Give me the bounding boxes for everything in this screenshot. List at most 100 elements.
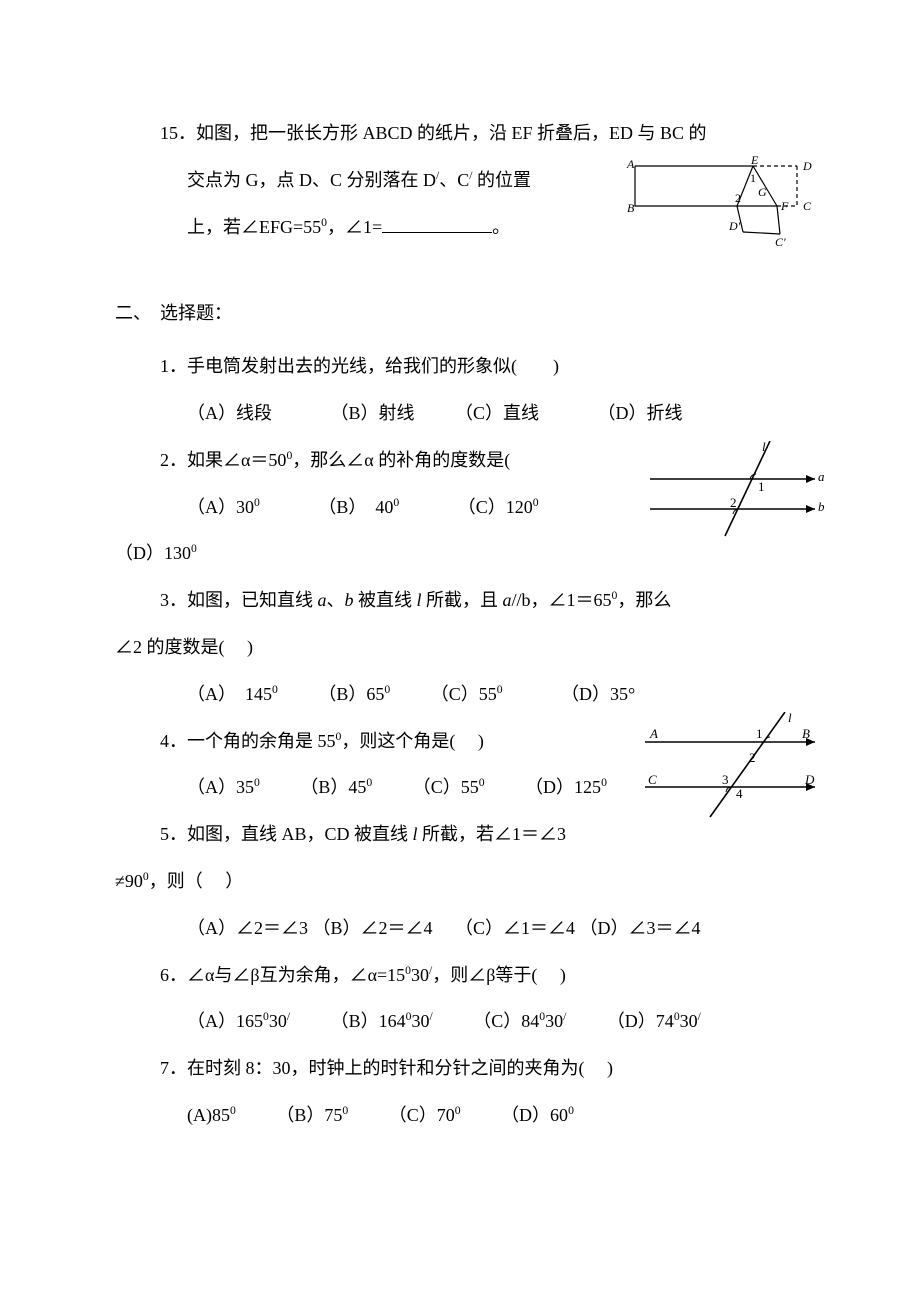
q1-opt-B[interactable]: （B）射线 xyxy=(331,403,415,423)
q6-opt-D[interactable]: （D）74030/ xyxy=(607,1011,701,1031)
q4-opt-A[interactable]: （A）350 xyxy=(187,777,260,797)
q2-sb: ，那么∠α 的补角的度数是( xyxy=(292,450,510,470)
q5-figure: l A B C D 1 2 3 4 xyxy=(630,712,830,822)
q3s5: 被直线 xyxy=(354,590,417,610)
q3-opt-C[interactable]: （C）550 xyxy=(431,684,503,704)
q3s4: b xyxy=(345,590,354,610)
question-3: 3．如图，已知直线 a、b 被直线 l 所截，且 a//b，∠1＝650，那么 … xyxy=(115,577,805,717)
label-E: E xyxy=(750,154,759,167)
q5-opt-D[interactable]: （D）∠3＝∠4 xyxy=(580,918,701,938)
q7-opt-B[interactable]: （B）750 xyxy=(276,1105,348,1125)
q2-opt-A[interactable]: （A）300 xyxy=(187,497,260,517)
q3-opt-B[interactable]: （B）650 xyxy=(318,684,390,704)
degree-icon: 0 xyxy=(191,542,197,555)
q3-stem: 3．如图，已知直线 a、b 被直线 l 所截，且 a//b，∠1＝650，那么 xyxy=(115,577,805,624)
question-5: 5．如图，直线 AB，CD 被直线 l 所截，若∠1＝∠3 ≠900，则（ ） … xyxy=(115,811,805,951)
fill-blank[interactable] xyxy=(382,214,492,233)
degree-icon: 0 xyxy=(497,683,503,696)
q4-opt-D[interactable]: （D）1250 xyxy=(525,777,607,797)
q4B: （B）45 xyxy=(300,777,366,797)
q1-opt-D[interactable]: （D）折线 xyxy=(598,403,683,423)
label-a: a xyxy=(818,469,825,484)
q5l2b: ，则（ ） xyxy=(149,871,244,891)
q4-opt-C[interactable]: （C）550 xyxy=(413,777,485,797)
q5-stem2: ≠900，则（ ） xyxy=(115,858,805,905)
q2A: （A）30 xyxy=(187,497,254,517)
q2D: （D）130 xyxy=(115,543,191,563)
label-1: 1 xyxy=(756,726,763,741)
q6-opt-C[interactable]: （C）84030/ xyxy=(473,1011,566,1031)
q15-l3a: 上，若∠EFG=55 xyxy=(187,217,321,237)
label-1: 1 xyxy=(750,171,756,185)
q3-options: （A） 1450 （B）650 （C）550 （D）35° xyxy=(115,671,805,718)
degree-icon: 0 xyxy=(254,496,260,509)
page: 15．如图，把一张长方形 ABCD 的纸片，沿 EF 折叠后，ED 与 BC 的… xyxy=(0,0,920,1199)
q6-opt-A[interactable]: （A）165030/ xyxy=(187,1011,290,1031)
label-2: 2 xyxy=(749,750,756,765)
degree-icon: 0 xyxy=(254,776,260,789)
q7B: （B）75 xyxy=(276,1105,342,1125)
degree-icon: 0 xyxy=(479,776,485,789)
label-A: A xyxy=(626,157,635,171)
q4A: （A）35 xyxy=(187,777,254,797)
q6Aa: 30 xyxy=(269,1011,287,1031)
degree-icon: 0 xyxy=(455,1104,461,1117)
q6B: （B）164 xyxy=(331,1011,406,1031)
q2-opt-D[interactable]: （D）1300 xyxy=(115,543,197,563)
q7-options: (A)850 （B）750 （C）700 （D）600 xyxy=(115,1092,805,1139)
q2-opt-C[interactable]: （C）1200 xyxy=(458,497,539,517)
q7-opt-C[interactable]: （C）700 xyxy=(389,1105,461,1125)
q5-opt-A[interactable]: （A）∠2＝∠3 xyxy=(187,918,308,938)
q5l2a: ≠90 xyxy=(115,871,143,891)
q1-options: （A）线段 （B）射线 （C）直线 （D）折线 xyxy=(115,390,805,437)
q3s2: a xyxy=(318,590,327,610)
q1-opt-A[interactable]: （A）线段 xyxy=(187,403,272,423)
q4-opt-B[interactable]: （B）450 xyxy=(300,777,372,797)
q3-opt-D[interactable]: （D）35° xyxy=(561,684,635,704)
degree-icon: 0 xyxy=(342,1104,348,1117)
q6sb: 30 xyxy=(411,965,429,985)
q6A: （A）165 xyxy=(187,1011,263,1031)
question-1: 1．手电筒发射出去的光线，给我们的形象似( ) （A）线段 （B）射线 （C）直… xyxy=(115,343,805,437)
q2-figure: l a b 1 2 xyxy=(630,441,830,541)
q6Da: 30 xyxy=(680,1011,698,1031)
q1-opt-C[interactable]: （C）直线 xyxy=(455,403,539,423)
q2-opt-B[interactable]: （B） 400 xyxy=(318,497,399,517)
q3C: （C）55 xyxy=(431,684,497,704)
label-2: 2 xyxy=(735,191,741,205)
q3-opt-A[interactable]: （A） 1450 xyxy=(187,684,278,704)
q3s7: 所截，且 xyxy=(422,590,503,610)
q7-opt-D[interactable]: （D）600 xyxy=(501,1105,574,1125)
q7-opt-A[interactable]: (A)850 xyxy=(187,1105,236,1125)
q4D: （D）125 xyxy=(525,777,601,797)
label-b: b xyxy=(818,499,825,514)
question-7: 7．在时刻 8：30，时钟上的时针和分针之间的夹角为( ) (A)850 （B）… xyxy=(115,1045,805,1139)
label-Dp: D′ xyxy=(728,219,741,233)
degree-icon: 0 xyxy=(272,683,278,696)
degree-icon: 0 xyxy=(230,1104,236,1117)
q4sb: ，则这个角是( ) xyxy=(341,731,484,751)
degree-icon: 0 xyxy=(384,683,390,696)
label-2: 2 xyxy=(730,495,737,510)
q7A: (A)85 xyxy=(187,1105,230,1125)
q6sa: 6．∠α与∠β互为余角，∠α=15 xyxy=(160,965,405,985)
degree-icon: 0 xyxy=(568,1104,574,1117)
degree-icon: 0 xyxy=(366,776,372,789)
q15-line1: 15．如图，把一张长方形 ABCD 的纸片，沿 EF 折叠后，ED 与 BC 的 xyxy=(115,110,805,157)
label-D: D xyxy=(804,772,815,787)
q6-opt-B[interactable]: （B）164030/ xyxy=(331,1011,433,1031)
label-F: F xyxy=(780,199,789,213)
q6-stem: 6．∠α与∠β互为余角，∠α=15030/，则∠β等于( ) xyxy=(115,952,805,999)
q15-l3b: ，∠1= xyxy=(327,217,382,237)
q3s8: a xyxy=(503,590,512,610)
q6-options: （A）165030/ （B）164030/ （C）84030/ （D）74030… xyxy=(115,998,805,1045)
q6sc: ，则∠β等于( ) xyxy=(432,965,566,985)
q6C: （C）84 xyxy=(473,1011,539,1031)
q5-stem1: 5．如图，直线 AB，CD 被直线 l 所截，若∠1＝∠3 xyxy=(115,811,805,858)
q5-opt-C[interactable]: （C）∠1＝∠4 xyxy=(455,918,575,938)
degree-icon: 0 xyxy=(393,496,399,509)
q5-options: （A）∠2＝∠3 （B）∠2＝∠4 （C）∠1＝∠4 （D）∠3＝∠4 xyxy=(115,905,805,952)
label-B: B xyxy=(802,726,810,741)
label-D: D xyxy=(802,159,812,173)
q5-opt-B[interactable]: （B）∠2＝∠4 xyxy=(313,918,433,938)
